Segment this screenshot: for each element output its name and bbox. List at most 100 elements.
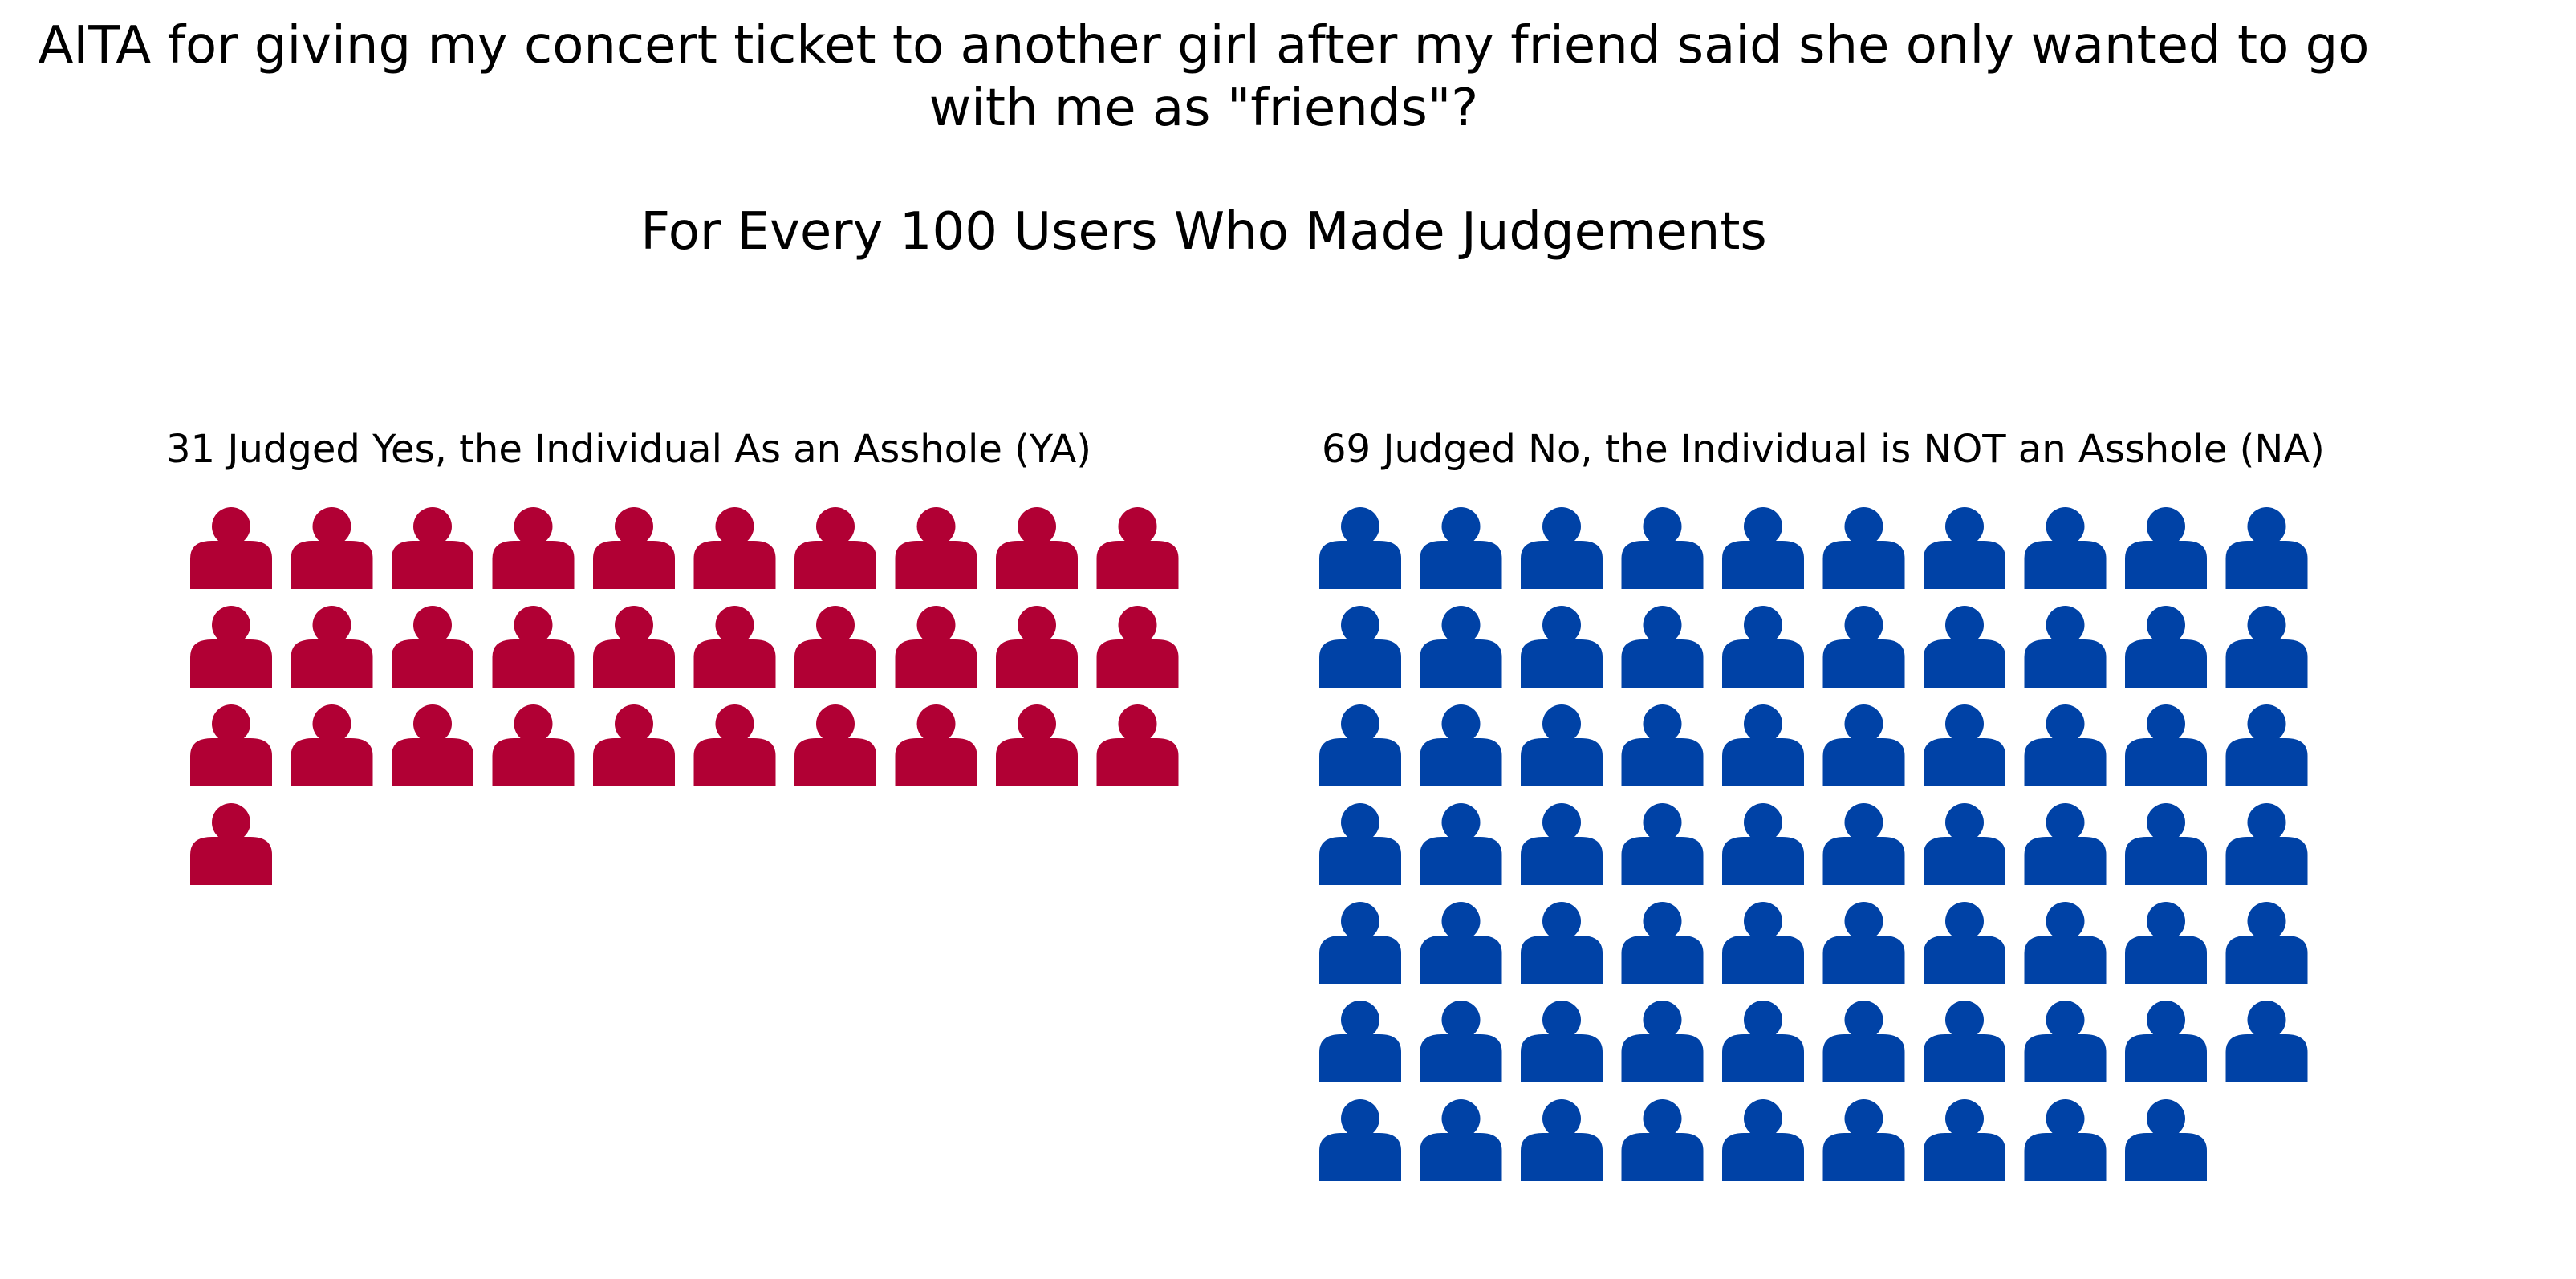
person-icon-na <box>1924 803 2005 885</box>
person-icon-na <box>1621 803 1704 885</box>
person-icon-na <box>1822 1001 1905 1082</box>
person-icon-ya <box>291 606 373 688</box>
person-icon-ya <box>492 606 575 688</box>
person-icon-na <box>1521 1001 1603 1082</box>
person-icon-na <box>2024 803 2107 885</box>
person-icon-na <box>1420 507 1502 589</box>
person-icon-ya <box>1096 606 1179 688</box>
person-icon-na <box>2024 704 2107 786</box>
person-icon-na <box>1722 507 1804 589</box>
person-icon-na <box>2024 1099 2107 1181</box>
person-icon-na <box>1924 1001 2005 1082</box>
person-icon-ya <box>392 704 473 786</box>
person-icon-na <box>1420 902 1502 984</box>
person-icon-na <box>1521 902 1603 984</box>
panel-label-ya: 31 Judged Yes, the Individual As an Assh… <box>166 427 1092 472</box>
person-icon-ya <box>190 606 272 688</box>
chart-subtitle: For Every 100 Users Who Made Judgements <box>640 202 1767 262</box>
person-icon-na <box>2125 1099 2207 1181</box>
person-icon-na <box>1822 1099 1905 1181</box>
person-icon-na <box>1621 1001 1704 1082</box>
person-icon-na <box>2125 902 2207 984</box>
person-icon-ya <box>291 507 373 589</box>
person-icon-na <box>1521 507 1603 589</box>
person-icon-na <box>2024 902 2107 984</box>
person-icon-ya <box>492 507 575 589</box>
person-icon-ya <box>1096 507 1179 589</box>
person-icon-na <box>1521 803 1603 885</box>
person-icon-ya <box>291 704 373 786</box>
person-icon-ya <box>492 704 575 786</box>
person-icon-na <box>2125 606 2207 688</box>
person-icon-ya <box>693 704 776 786</box>
person-icon-ya <box>794 507 876 589</box>
person-icon-na <box>2024 1001 2107 1082</box>
person-icon-na <box>1822 803 1905 885</box>
person-icon-ya <box>190 803 272 885</box>
person-icon-na <box>1521 1099 1603 1181</box>
person-icon-ya <box>895 507 977 589</box>
person-icon-ya <box>593 704 675 786</box>
person-icon-na <box>2225 902 2308 984</box>
person-icon-na <box>1319 606 1401 688</box>
person-icon-na <box>1621 1099 1704 1181</box>
chart-title: AITA for giving my concert ticket to ano… <box>38 16 2370 138</box>
person-icon-na <box>1924 606 2005 688</box>
person-icon-na <box>2125 1001 2207 1082</box>
person-icon-ya <box>190 704 272 786</box>
person-icon-ya <box>593 606 675 688</box>
person-icon-na <box>1924 902 2005 984</box>
person-icon-na <box>1924 507 2005 589</box>
person-icon-na <box>2024 606 2107 688</box>
person-icon-ya <box>392 507 473 589</box>
person-icon-na <box>2225 606 2308 688</box>
person-icon-na <box>2125 803 2207 885</box>
person-icon-na <box>1621 507 1704 589</box>
person-icon-na <box>2125 704 2207 786</box>
person-icon-na <box>2024 507 2107 589</box>
person-icon-na <box>1420 704 1502 786</box>
person-icon-na <box>1621 606 1704 688</box>
person-icon-ya <box>1096 704 1179 786</box>
person-icon-na <box>2225 803 2308 885</box>
person-icon-na <box>1722 803 1804 885</box>
person-icon-na <box>1722 1099 1804 1181</box>
person-icon-ya <box>190 507 272 589</box>
panel-label-na: 69 Judged No, the Individual is NOT an A… <box>1322 427 2325 472</box>
person-icon-na <box>1319 704 1401 786</box>
person-icon-ya <box>794 704 876 786</box>
person-icon-na <box>2225 1001 2308 1082</box>
person-icon-na <box>1319 803 1401 885</box>
person-icon-na <box>2225 704 2308 786</box>
person-icon-na <box>1420 1001 1502 1082</box>
person-icon-na <box>2125 507 2207 589</box>
person-icon-na <box>1420 606 1502 688</box>
person-icon-na <box>1319 507 1401 589</box>
person-icon-na <box>1319 1001 1401 1082</box>
person-icon-na <box>1822 704 1905 786</box>
person-icon-ya <box>693 507 776 589</box>
person-icon-na <box>1924 1099 2005 1181</box>
person-icon-na <box>1621 704 1704 786</box>
person-icon-ya <box>996 507 1078 589</box>
person-icon-na <box>1722 1001 1804 1082</box>
waffle-panel-na <box>1319 507 2308 1181</box>
person-icon-na <box>1822 507 1905 589</box>
person-icon-ya <box>794 606 876 688</box>
person-icon-ya <box>593 507 675 589</box>
person-icon-na <box>1319 902 1401 984</box>
person-icon-ya <box>996 704 1078 786</box>
person-icon-na <box>1722 704 1804 786</box>
person-icon-ya <box>996 606 1078 688</box>
person-icon-na <box>2225 507 2308 589</box>
person-icon-na <box>1822 606 1905 688</box>
person-icon-na <box>1924 704 2005 786</box>
person-icon-ya <box>895 704 977 786</box>
person-icon-ya <box>693 606 776 688</box>
person-icon-na <box>1319 1099 1401 1181</box>
person-icon-na <box>1722 902 1804 984</box>
person-icon-na <box>1420 803 1502 885</box>
person-icon-na <box>1822 902 1905 984</box>
person-icon-na <box>1722 606 1804 688</box>
